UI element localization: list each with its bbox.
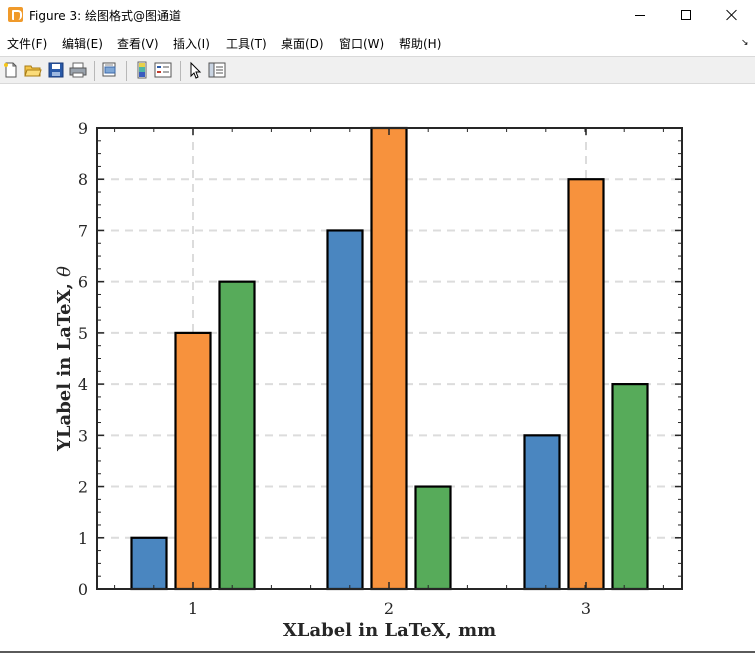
toolbar-separator (180, 61, 181, 81)
window-title: Figure 3: 绘图格式@图通道 (29, 9, 181, 23)
colorbar-icon[interactable] (133, 61, 151, 79)
y-tick-label: 3 (78, 426, 88, 445)
bar (218, 280, 256, 591)
bar-chart: 0 1 2 3 4 5 6 7 8 9 1 2 3 XLabel in LaTeX, mm YLabel i… (54, 119, 683, 641)
figure-canvas: 0 1 2 3 4 5 6 7 8 9 1 2 3 XLabel in LaTeX, mm YLabel i… (0, 85, 755, 651)
menu-window[interactable]: 窗口(W) (339, 37, 385, 51)
toolbar-separator (126, 61, 127, 81)
y-tick-label: 4 (78, 375, 88, 394)
y-axis-label: YLabel in LaTeX, θ (54, 266, 75, 452)
menu-tools[interactable]: 工具(T) (226, 37, 267, 51)
new-figure-icon[interactable] (2, 61, 20, 79)
bar (174, 331, 212, 591)
bar (523, 434, 561, 591)
y-tick-label: 2 (78, 478, 88, 497)
minimize-icon (635, 14, 645, 16)
menu-insert[interactable]: 插入(I) (173, 37, 210, 51)
matlab-figure-icon (8, 7, 23, 22)
bar (370, 126, 408, 591)
toolbar-separator (94, 61, 95, 81)
y-tick-label: 1 (78, 529, 88, 548)
pointer-icon[interactable] (186, 61, 204, 79)
y-tick-label: 0 (78, 580, 88, 599)
y-tick-label: 6 (78, 273, 88, 292)
window-bottom-border (0, 651, 755, 653)
x-tick-label: 2 (384, 599, 394, 618)
y-tick-label: 7 (78, 221, 88, 240)
y-tick-label: 8 (78, 170, 88, 189)
save-icon[interactable] (47, 61, 65, 79)
bar (611, 383, 649, 591)
close-icon (726, 9, 738, 21)
menu-file[interactable]: 文件(F) (7, 37, 48, 51)
bar (567, 178, 605, 591)
menu-desktop[interactable]: 桌面(D) (281, 37, 324, 51)
figure-toolbar (0, 56, 755, 84)
print-preview-icon[interactable] (101, 61, 119, 79)
close-button[interactable] (709, 0, 755, 30)
menu-edit[interactable]: 编辑(E) (62, 37, 103, 51)
open-file-icon[interactable] (24, 61, 42, 79)
legend-icon[interactable] (154, 61, 172, 79)
y-tick-label: 5 (78, 324, 88, 343)
bar (130, 536, 168, 591)
bar (414, 485, 452, 591)
y-tick-label: 9 (78, 119, 88, 138)
print-icon[interactable] (69, 61, 87, 79)
menu-view[interactable]: 查看(V) (117, 37, 159, 51)
x-tick-label: 3 (581, 599, 591, 618)
menu-bar: 文件(F) 编辑(E) 查看(V) 插入(I) 工具(T) 桌面(D) 窗口(W… (0, 30, 755, 54)
property-editor-icon[interactable] (208, 61, 226, 79)
minimize-button[interactable] (617, 0, 663, 30)
menu-overflow-icon[interactable]: ↘ (741, 38, 749, 48)
maximize-button[interactable] (663, 0, 709, 30)
x-tick-label: 1 (188, 599, 198, 618)
bar (326, 229, 364, 591)
window-titlebar: Figure 3: 绘图格式@图通道 (0, 0, 755, 30)
x-axis-label: XLabel in LaTeX, mm (283, 620, 496, 641)
menu-help[interactable]: 帮助(H) (399, 37, 442, 51)
maximize-icon (681, 10, 691, 20)
